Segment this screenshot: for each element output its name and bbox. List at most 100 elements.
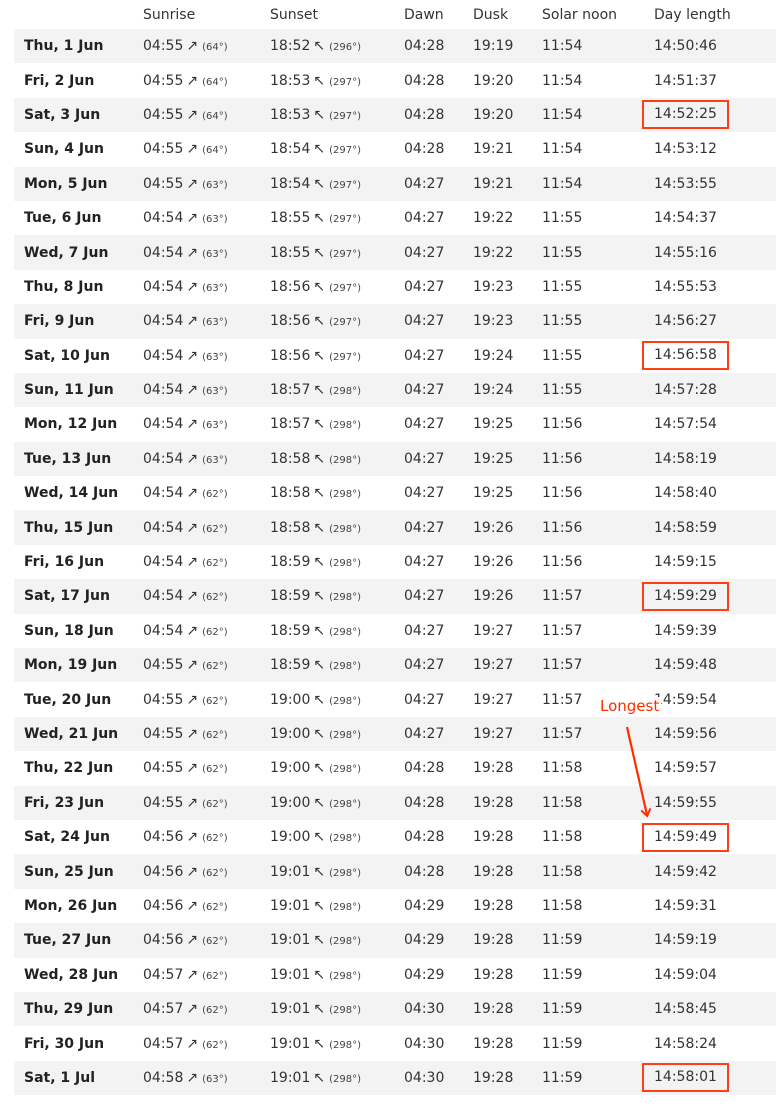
sunset-time: 18:59 xyxy=(270,657,311,674)
dusk-cell: 19:28 xyxy=(473,751,542,786)
date-cell: Tue, 27 Jun xyxy=(14,923,143,958)
sunrise-time: 04:56 xyxy=(143,863,184,880)
sunrise-azimuth: (63°) xyxy=(202,386,228,398)
day-length-value: 14:58:19 xyxy=(654,450,717,467)
day-length-cell: 14:59:54 xyxy=(654,682,776,717)
dusk-cell: 19:27 xyxy=(473,682,542,717)
sun-times-table: Sunrise Sunset Dawn Dusk Solar noon Day … xyxy=(14,0,776,1096)
sunrise-cell: 04:55 ↗ (63°) xyxy=(143,166,270,201)
sunrise-azimuth: (62°) xyxy=(202,626,228,638)
sunset-cell: 19:00 ↖ (298°) xyxy=(270,819,404,855)
table-row: Sun, 4 Jun 04:55 ↗ (64°) 18:54 ↖ (297°) 04:28 19… xyxy=(14,132,776,167)
sunrise-cell: 04:55 ↗ (64°) xyxy=(143,63,270,98)
sunset-azimuth: (298°) xyxy=(329,489,361,501)
sunset-arrow-icon: ↖ xyxy=(313,175,326,192)
date-cell: Tue, 6 Jun xyxy=(14,200,143,236)
sunset-cell: 18:57 ↖ (298°) xyxy=(270,372,404,408)
sunrise-cell: 04:56 ↗ (62°) xyxy=(143,819,270,855)
sunrise-arrow-icon: ↗ xyxy=(186,485,199,502)
day-length-value: 14:57:28 xyxy=(654,382,717,399)
sunset-azimuth: (297°) xyxy=(329,317,361,329)
sunrise-time: 04:56 xyxy=(143,897,184,914)
solar-noon-cell: 11:59 xyxy=(542,1026,654,1061)
sunset-arrow-icon: ↖ xyxy=(313,450,326,467)
sunset-cell: 19:01 ↖ (298°) xyxy=(270,957,404,992)
sunset-time: 18:57 xyxy=(270,382,311,399)
sunrise-azimuth: (62°) xyxy=(202,1039,228,1051)
sunset-azimuth: (298°) xyxy=(329,386,361,398)
sunset-cell: 18:59 ↖ (298°) xyxy=(270,613,404,649)
table-row: Sat, 24 Jun 04:56 ↗ (62°) 19:00 ↖ (298°) 04:28 1… xyxy=(14,819,776,855)
date-cell: Mon, 19 Jun xyxy=(14,648,143,683)
sunset-arrow-icon: ↖ xyxy=(313,829,326,846)
sunset-azimuth: (298°) xyxy=(329,798,361,810)
sunrise-cell: 04:54 ↗ (63°) xyxy=(143,235,270,270)
table-row: Mon, 5 Jun 04:55 ↗ (63°) 18:54 ↖ (297°) 04:27 19… xyxy=(14,166,776,201)
sunrise-cell: 04:57 ↗ (62°) xyxy=(143,991,270,1027)
sunset-arrow-icon: ↖ xyxy=(313,932,326,949)
solar-noon-cell: 11:57 xyxy=(542,579,654,614)
dusk-cell: 19:27 xyxy=(473,648,542,683)
day-length-cell: 14:59:39 xyxy=(654,613,776,649)
sunset-cell: 19:01 ↖ (298°) xyxy=(270,888,404,924)
sunset-arrow-icon: ↖ xyxy=(313,244,326,261)
sunrise-arrow-icon: ↗ xyxy=(186,657,199,674)
sunrise-arrow-icon: ↗ xyxy=(186,313,199,330)
sunrise-azimuth: (62°) xyxy=(202,558,228,570)
day-length-highlighted: 14:52:25 xyxy=(642,100,729,130)
table-row: Thu, 29 Jun 04:57 ↗ (62°) 19:01 ↖ (298°) 04:30 1… xyxy=(14,991,776,1027)
sunrise-arrow-icon: ↗ xyxy=(186,382,199,399)
sunset-azimuth: (297°) xyxy=(329,145,361,157)
sunrise-cell: 04:54 ↗ (63°) xyxy=(143,338,270,373)
sunrise-azimuth: (64°) xyxy=(202,76,228,88)
day-length-value: 14:51:37 xyxy=(654,72,717,89)
sunrise-arrow-icon: ↗ xyxy=(186,932,199,949)
sunset-time: 18:52 xyxy=(270,38,311,55)
day-length-value: 14:58:59 xyxy=(654,519,717,536)
dusk-cell: 19:22 xyxy=(473,235,542,270)
sunrise-time: 04:54 xyxy=(143,485,184,502)
sunrise-azimuth: (62°) xyxy=(202,936,228,948)
sunset-arrow-icon: ↖ xyxy=(313,863,326,880)
sunrise-arrow-icon: ↗ xyxy=(186,450,199,467)
sunrise-arrow-icon: ↗ xyxy=(186,897,199,914)
table-row: Sat, 10 Jun 04:54 ↗ (63°) 18:56 ↖ (297°) 04:27 1… xyxy=(14,338,776,373)
sunrise-cell: 04:55 ↗ (62°) xyxy=(143,682,270,717)
sunset-cell: 18:59 ↖ (298°) xyxy=(270,544,404,580)
sunset-time: 18:58 xyxy=(270,519,311,536)
day-length-value: 14:55:53 xyxy=(654,278,717,295)
sunset-time: 18:59 xyxy=(270,554,311,571)
sunrise-arrow-icon: ↗ xyxy=(186,760,199,777)
day-length-cell: 14:58:45 xyxy=(654,991,776,1027)
sunrise-azimuth: (63°) xyxy=(202,420,228,432)
longest-annotation-label: Longest xyxy=(598,697,662,715)
dusk-cell: 19:22 xyxy=(473,200,542,236)
sunset-azimuth: (298°) xyxy=(329,1039,361,1051)
sunset-azimuth: (298°) xyxy=(329,523,361,535)
solar-noon-cell: 11:59 xyxy=(542,1060,654,1096)
date-cell: Wed, 7 Jun xyxy=(14,235,143,270)
dusk-cell: 19:25 xyxy=(473,407,542,442)
day-length-cell: 14:59:57 xyxy=(654,751,776,786)
solar-noon-cell: 11:58 xyxy=(542,751,654,786)
sunset-arrow-icon: ↖ xyxy=(313,278,326,295)
sunrise-azimuth: (63°) xyxy=(202,282,228,294)
dawn-cell: 04:29 xyxy=(404,957,473,992)
sunset-arrow-icon: ↖ xyxy=(313,141,326,158)
sunrise-time: 04:54 xyxy=(143,554,184,571)
sunrise-cell: 04:54 ↗ (63°) xyxy=(143,269,270,305)
sunset-arrow-icon: ↖ xyxy=(313,622,326,639)
day-length-cell: 14:59:31 xyxy=(654,888,776,924)
sunrise-cell: 04:55 ↗ (64°) xyxy=(143,29,270,64)
solar-noon-cell: 11:55 xyxy=(542,235,654,270)
date-cell: Thu, 29 Jun xyxy=(14,991,143,1027)
sunset-time: 18:53 xyxy=(270,106,311,123)
dawn-cell: 04:27 xyxy=(404,544,473,580)
date-cell: Tue, 20 Jun xyxy=(14,682,143,717)
day-length-highlighted: 14:59:49 xyxy=(642,822,729,852)
day-length-value: 14:58:24 xyxy=(654,1035,717,1052)
dusk-cell: 19:28 xyxy=(473,1060,542,1096)
solar-noon-cell: 11:56 xyxy=(542,544,654,580)
day-length-cell: 14:59:19 xyxy=(654,923,776,958)
sunset-cell: 18:59 ↖ (298°) xyxy=(270,579,404,614)
